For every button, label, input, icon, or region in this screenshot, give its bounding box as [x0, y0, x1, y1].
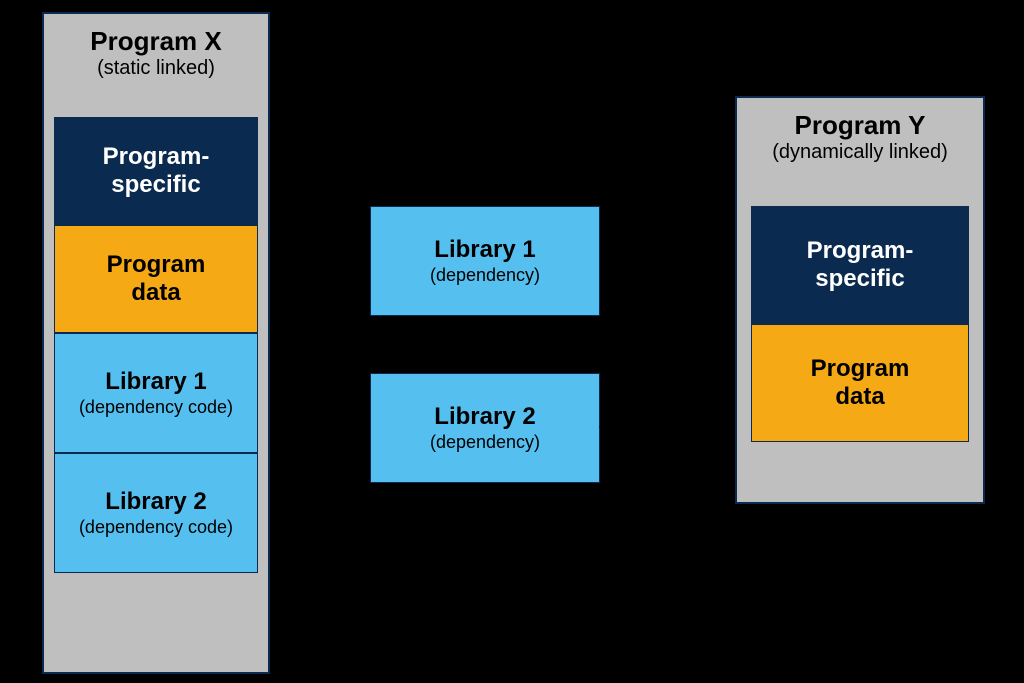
block-title: Library 1: [434, 236, 535, 264]
block-title-line2: data: [835, 383, 884, 411]
block-title: Program-: [103, 143, 210, 171]
diagram-block: Library 2(dependency code): [54, 453, 258, 573]
program-x-subtitle: (static linked): [97, 57, 215, 80]
block-subtitle: (dependency code): [79, 397, 233, 418]
block-title-line2: data: [131, 279, 180, 307]
program-x-title: Program X: [90, 26, 222, 57]
block-title: Program: [107, 251, 206, 279]
diagram-block: Program-specific: [751, 206, 969, 324]
diagram-block: Programdata: [54, 225, 258, 333]
diagram-block: Program-specific: [54, 117, 258, 225]
block-title: Program-: [807, 237, 914, 265]
diagram-block: Library 1(dependency code): [54, 333, 258, 453]
block-subtitle: (dependency): [430, 265, 540, 286]
dependency-arrow: [600, 297, 732, 428]
block-subtitle: (dependency code): [79, 517, 233, 538]
block-title: Library 2: [434, 403, 535, 431]
block-title-line2: specific: [111, 171, 200, 199]
block-title-line2: specific: [815, 265, 904, 293]
program-y-subtitle: (dynamically linked): [772, 141, 948, 164]
diagram-block: Library 1(dependency): [370, 206, 600, 316]
block-subtitle: (dependency): [430, 432, 540, 453]
block-title: Library 1: [105, 368, 206, 396]
block-title: Program: [811, 355, 910, 383]
diagram-block: Programdata: [751, 324, 969, 442]
diagram-block: Library 2(dependency): [370, 373, 600, 483]
block-title: Library 2: [105, 488, 206, 516]
program-y-title: Program Y: [794, 110, 925, 141]
